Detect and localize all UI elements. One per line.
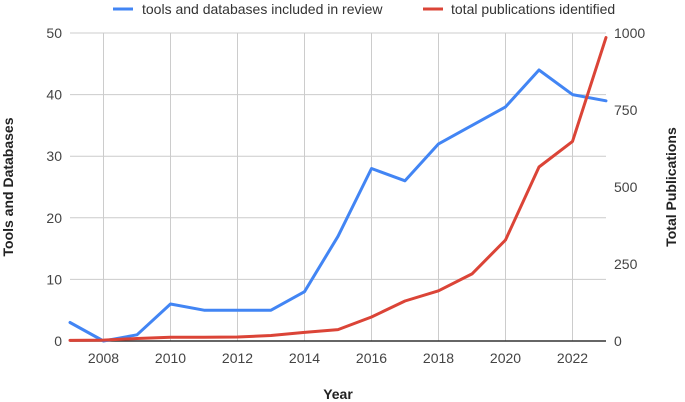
legend-label-publications: total publications identified	[451, 1, 615, 17]
y-right-tick-label: 500	[614, 179, 638, 195]
y-left-tick-label: 20	[46, 210, 62, 226]
y-left-tick-label: 40	[46, 87, 62, 103]
x-tick-label: 2012	[222, 350, 253, 366]
series-line-publications	[68, 36, 608, 342]
series-lines	[68, 36, 608, 343]
y-left-tick-label: 50	[46, 25, 62, 41]
x-tick-label: 2018	[423, 350, 454, 366]
y-right-tick-label: 250	[614, 256, 638, 272]
y-left-tick-label: 30	[46, 148, 62, 164]
right-axis-ticks: 0 250 500 750 1000	[614, 25, 645, 349]
y-left-tick-label: 0	[54, 333, 62, 349]
x-tick-label: 2022	[557, 350, 588, 366]
series-line-tools	[68, 68, 608, 343]
legend: tools and databases included in review t…	[113, 1, 615, 17]
legend-label-tools: tools and databases included in review	[142, 1, 383, 17]
x-tick-label: 2016	[356, 350, 387, 366]
x-tick-label: 2020	[490, 350, 521, 366]
y-axis-left-title: Tools and Databases	[0, 117, 16, 256]
y-right-tick-label: 0	[614, 333, 622, 349]
x-axis-title: Year	[323, 386, 353, 402]
y-right-tick-label: 750	[614, 102, 638, 118]
x-tick-label: 2010	[155, 350, 186, 366]
y-left-tick-label: 10	[46, 271, 62, 287]
x-tick-label: 2014	[289, 350, 320, 366]
x-tick-label: 2008	[88, 350, 119, 366]
left-axis-ticks: 0 10 20 30 40 50	[46, 25, 62, 349]
y-right-tick-label: 1000	[614, 25, 645, 41]
gridlines	[70, 32, 606, 342]
x-axis-ticks: 2008 2010 2012 2014 2016 2018 2020 2022	[88, 350, 588, 366]
y-axis-right-title: Total Publications	[663, 127, 679, 247]
